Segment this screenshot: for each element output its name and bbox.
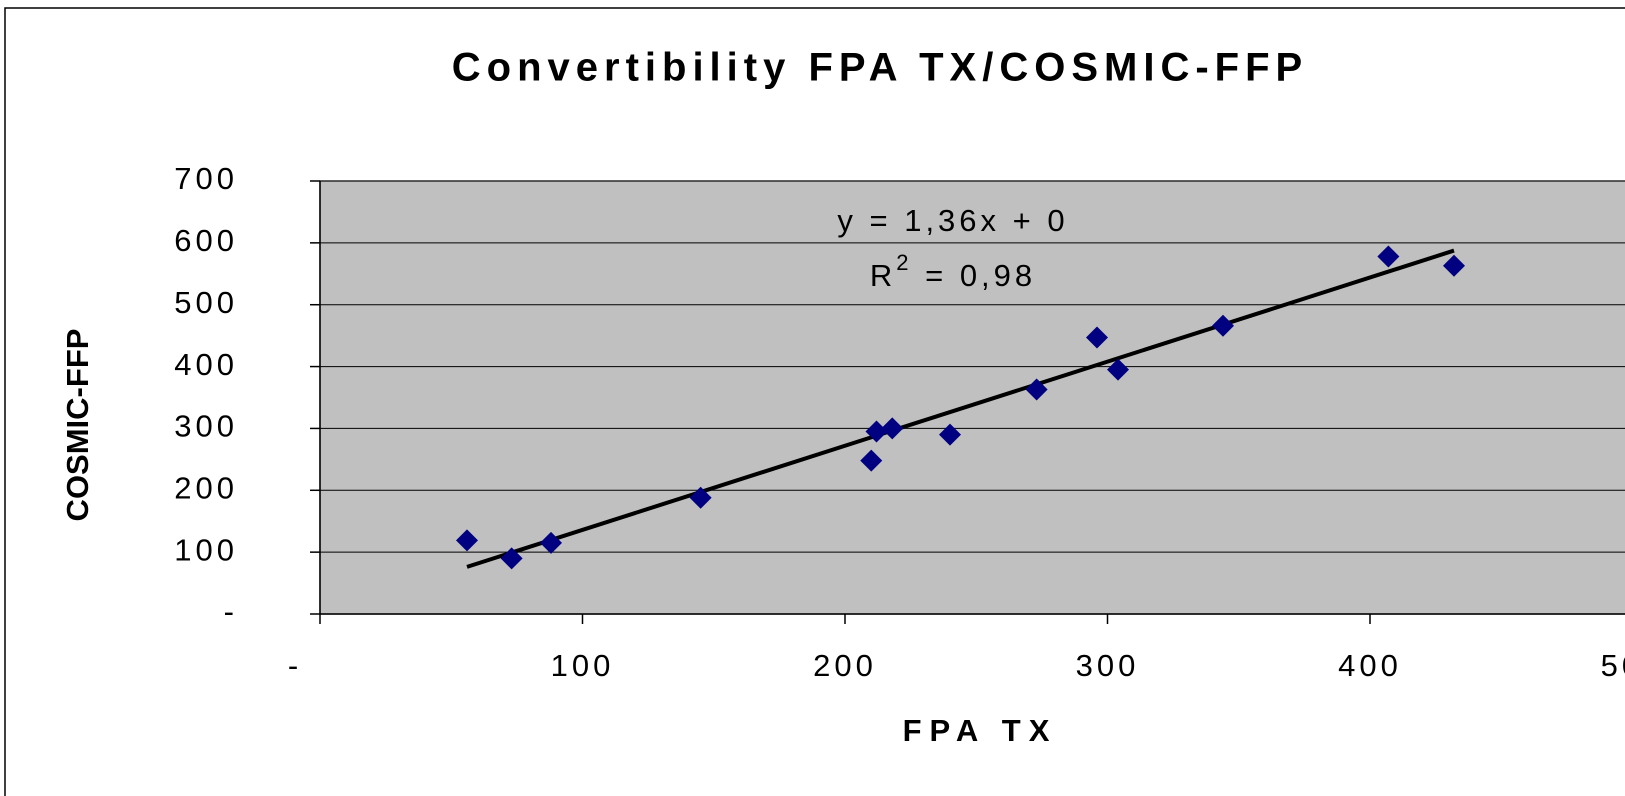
data-point — [881, 417, 904, 440]
trendline-equation: y = 1,36x + 0 — [837, 203, 1068, 238]
data-point — [939, 423, 961, 446]
r-squared: R2 = 0,98 — [870, 250, 1036, 293]
y-axis-label: COSMIC-FFP — [60, 329, 95, 522]
data-point — [1107, 358, 1129, 381]
data-point — [1086, 326, 1108, 349]
r-squared-sup: 2 — [896, 250, 912, 275]
y-tick-label: 500 — [174, 285, 238, 320]
y-tick-label: - — [224, 594, 238, 629]
data-point — [540, 531, 562, 554]
x-tick-label: 100 — [551, 648, 615, 683]
data-point — [689, 486, 712, 509]
y-tick-label: 200 — [174, 470, 238, 505]
data-point — [865, 420, 888, 443]
chart-title: Convertibility FPA TX/COSMIC-FFP — [452, 46, 1308, 90]
r-squared-name: R — [870, 258, 896, 293]
data-point — [860, 449, 883, 472]
data-point — [1212, 314, 1234, 337]
data-point — [500, 547, 523, 570]
x-axis-label: FPA TX — [903, 713, 1058, 748]
trendline — [466, 248, 1455, 569]
data-point — [1443, 254, 1465, 277]
data-point — [456, 529, 478, 552]
y-tick-label: 400 — [174, 347, 238, 382]
y-tick-label: 600 — [174, 223, 238, 258]
y-tick-label: 100 — [174, 532, 238, 567]
y-tick-label: 300 — [174, 409, 238, 444]
x-tick-label: 300 — [1076, 648, 1140, 683]
x-tick-label: - — [288, 648, 302, 683]
x-tick-label: 500 — [1601, 648, 1625, 683]
x-tick-label: 400 — [1338, 648, 1402, 683]
plot-area — [319, 180, 1625, 615]
data-point — [1377, 245, 1400, 268]
r-squared-value: = 0,98 — [912, 258, 1036, 293]
data-point — [1025, 378, 1048, 401]
x-tick-label: 200 — [813, 648, 877, 683]
y-tick-label: 700 — [174, 161, 238, 196]
